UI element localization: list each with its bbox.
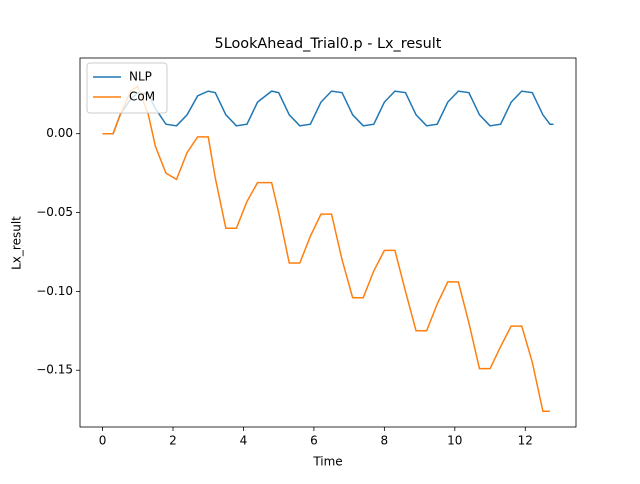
- y-tick-label: 0.00: [46, 126, 73, 140]
- chart-title: 5LookAhead_Trial0.p - Lx_result: [215, 36, 442, 52]
- x-axis-label: Time: [312, 455, 342, 469]
- y-tick-label: −0.05: [36, 205, 73, 219]
- series-line: [102, 90, 554, 135]
- x-tick-label: 6: [310, 434, 318, 448]
- x-tick-label: 4: [240, 434, 248, 448]
- x-tick-label: 2: [169, 434, 177, 448]
- series-line: [102, 85, 550, 412]
- x-tick-label: 12: [518, 434, 533, 448]
- y-tick-label: −0.15: [36, 363, 73, 377]
- x-tick-label: 10: [447, 434, 462, 448]
- legend-label: NLP: [129, 70, 152, 84]
- y-tick-label: −0.10: [36, 284, 73, 298]
- x-tick-label: 8: [381, 434, 389, 448]
- legend-box: [86, 62, 168, 114]
- legend-label: CoM: [129, 90, 155, 104]
- x-tick-label: 0: [99, 434, 107, 448]
- y-axis-label: Lx_result: [10, 216, 24, 270]
- plot-frame: [79, 57, 577, 428]
